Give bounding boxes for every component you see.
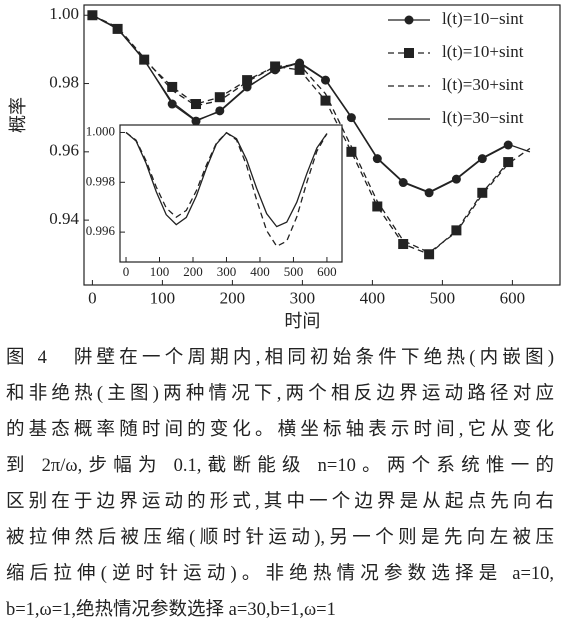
- legend-label: l(t)=30+sint: [442, 75, 524, 94]
- marker: [477, 187, 488, 198]
- x-tick-label: 500: [430, 288, 456, 307]
- marker: [398, 239, 409, 250]
- x-tick-label: 300: [290, 288, 316, 307]
- x-axis-label: 时间: [284, 311, 320, 331]
- caption: 图 4 阱壁在一个周期内,相同初始条件下绝热(内嵌图) 和非绝热(主图)两种情况下…: [6, 340, 554, 628]
- caption-line: 被拉伸然后被压缩(顺时针运动),另一个则是先向左被压: [6, 528, 554, 548]
- y-tick-label: 0.96: [49, 141, 79, 160]
- legend-label: l(t)=10+sint: [442, 42, 524, 61]
- x-tick-label: 600: [317, 264, 337, 279]
- caption-line: b=1,ω=1,绝热情况参数选择 a=30,b=1,ω=1: [6, 600, 336, 620]
- y-tick-label: 0.98: [49, 72, 79, 91]
- caption-line: 缩后拉伸(逆时针运动)。非绝热情况参数选择是 a=10,: [6, 564, 554, 584]
- y-axis-label: 概率: [8, 97, 28, 133]
- marker: [167, 99, 177, 109]
- marker: [372, 201, 383, 212]
- marker: [451, 225, 462, 236]
- series-line: [92, 14, 531, 254]
- caption-line: 和非绝热(主图)两种情况下,两个相反边界运动路径对应: [6, 384, 554, 404]
- legend-label: l(t)=30−sint: [442, 108, 524, 127]
- x-tick-label: 200: [183, 264, 203, 279]
- y-tick-label: 0.996: [86, 223, 116, 238]
- x-tick-label: 400: [360, 288, 386, 307]
- x-tick-label: 0: [123, 264, 130, 279]
- y-tick-label: 1.00: [49, 4, 79, 23]
- marker: [346, 146, 357, 157]
- plot-area: [87, 10, 531, 260]
- x-tick-label: 100: [150, 288, 176, 307]
- x-tick-label: 300: [217, 264, 237, 279]
- frame: [119, 124, 343, 263]
- marker: [214, 92, 225, 103]
- marker: [167, 81, 178, 92]
- legend-marker: [404, 15, 414, 25]
- x-tick-label: 400: [250, 264, 270, 279]
- chart: 0 100 200 300 400 500 600 0.94 0.96 0.98 1.00 时间 概率 l…: [8, 4, 561, 331]
- marker: [270, 61, 281, 72]
- x-tick-label: 600: [500, 288, 526, 307]
- frame: [83, 4, 561, 286]
- y-tick-label: 0.94: [49, 209, 79, 228]
- x-tick-label: 200: [220, 288, 246, 307]
- x-tick-label: 500: [284, 264, 304, 279]
- caption-line: 的基态概率随时间的变化。横坐标轴表示时间,它从变化: [6, 420, 554, 440]
- x-tick-label: 0: [88, 288, 97, 307]
- caption-line: 区别在于边界运动的形式,其中一个边界是从起点先向右: [6, 492, 554, 512]
- marker: [294, 64, 305, 75]
- marker: [424, 249, 435, 260]
- marker: [242, 75, 253, 86]
- x-tick-label: 100: [150, 264, 170, 279]
- series-line: [92, 14, 531, 193]
- marker: [191, 99, 201, 110]
- series-line: [125, 131, 328, 248]
- caption-line: 到 2π/ω,步幅为 0.1,截断能级 n=10。两个系统惟一的: [6, 456, 554, 476]
- marker: [320, 95, 331, 106]
- y-tick-label: 1.000: [86, 123, 115, 138]
- plot-area: [125, 131, 328, 248]
- legend-marker: [404, 48, 414, 58]
- y-tick-label: 0.998: [86, 173, 115, 188]
- inset-background: [120, 125, 342, 262]
- caption-line: 图 4 阱壁在一个周期内,相同初始条件下绝热(内嵌图): [6, 348, 554, 368]
- legend-label: l(t)=10−sint: [442, 9, 524, 28]
- marker: [503, 157, 514, 168]
